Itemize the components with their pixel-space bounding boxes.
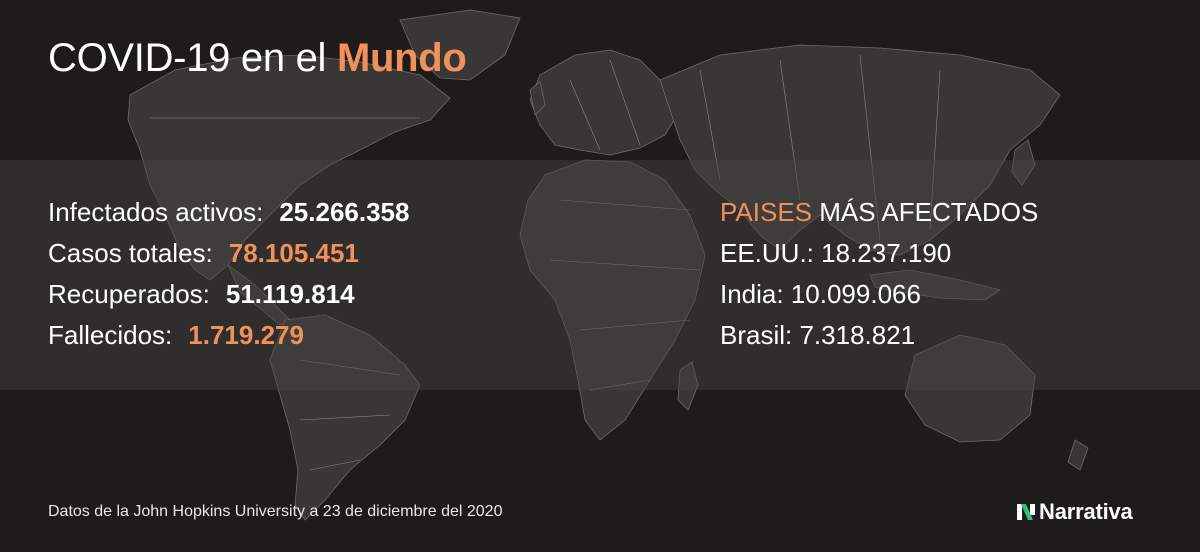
stat-value: 51.119.814 (225, 279, 355, 309)
stat-row-active: Infectados activos: 25.266.358 (48, 192, 409, 233)
page-title: COVID-19 en el Mundo (48, 36, 467, 81)
stat-value: 25.266.358 (279, 197, 410, 227)
north-america-landmass (127, 54, 451, 281)
stat-value: 78.105.451 (228, 238, 359, 268)
global-stats: Infectados activos: 25.266.358 Casos tota… (48, 192, 409, 356)
stat-row-recovered: Recuperados: 51.119.814 (48, 274, 409, 315)
border-line (569, 54, 941, 241)
narrativa-logo: Narrativa (1016, 499, 1133, 525)
stat-label: Infectados activos: (48, 197, 264, 227)
countries-heading-highlight: PAISES (720, 197, 813, 227)
border-line (549, 199, 701, 391)
indonesia-landmass (869, 269, 1001, 301)
stat-label: Casos totales: (48, 238, 213, 268)
data-source-note: Datos de la John Hopkins University a 23… (48, 503, 503, 520)
narrativa-n-icon (1017, 504, 1035, 520)
border-line (299, 359, 401, 471)
stat-row-total: Casos totales: 78.105.451 (48, 233, 409, 274)
new-zealand-landmass (1067, 439, 1089, 471)
uk-landmass (529, 81, 546, 116)
country-item: EE.UU.: 18.237.190 (720, 238, 952, 268)
stat-value: 1.719.279 (188, 320, 304, 350)
brand-name: Narrativa (1039, 499, 1133, 524)
title-prefix: COVID-19 en el (48, 36, 327, 80)
australia-landmass (904, 334, 1036, 443)
title-accent: Mundo (336, 36, 467, 80)
stat-label: Fallecidos: (48, 320, 173, 350)
stat-row-deaths: Fallecidos: 1.719.279 (48, 315, 409, 356)
stats-band (0, 160, 1200, 390)
country-item: Brasil: 7.318.821 (720, 320, 916, 350)
japan-landmass (1011, 139, 1036, 186)
asia-landmass (659, 44, 1061, 256)
countries-heading: PAISES MÁS AFECTADOS (720, 192, 1038, 233)
greenland-landmass (399, 9, 521, 81)
countries-heading-rest: MÁS AFECTADOS (819, 197, 1039, 227)
most-affected-countries: PAISES MÁS AFECTADOS EE.UU.: 18.237.190 … (720, 192, 1038, 356)
stat-label: Recuperados: (48, 279, 210, 309)
europe-landmass (529, 49, 681, 156)
madagascar-landmass (677, 361, 699, 411)
country-item: India: 10.099.066 (720, 279, 921, 309)
africa-landmass (519, 159, 706, 441)
